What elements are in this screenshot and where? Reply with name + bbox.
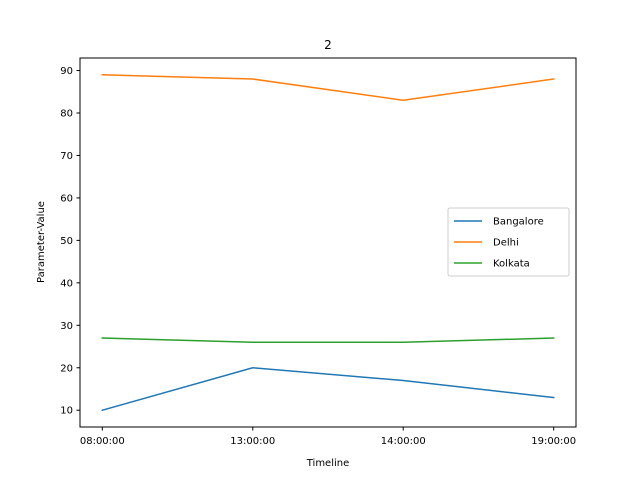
y-tick-label: 30	[60, 321, 73, 332]
x-tick-label: 13:00:00	[230, 436, 275, 447]
series-line-bangalore	[101, 367, 555, 412]
y-tick-label: 80	[60, 108, 73, 119]
y-axis-label: Parameter-Value	[36, 201, 47, 283]
x-axis-label: Timeline	[306, 458, 350, 469]
y-tick-label: 70	[60, 151, 73, 162]
series-line-delhi	[101, 73, 555, 101]
series-line-kolkata	[101, 337, 555, 344]
chart-title: 2	[324, 38, 332, 52]
y-tick-label: 10	[60, 406, 73, 417]
legend-label-kolkata: Kolkata	[493, 259, 530, 270]
y-tick-label: 50	[60, 236, 73, 247]
x-tick-label: 14:00:00	[381, 436, 426, 447]
x-axis: 08:00:00 13:00:00 14:00:00 19:00:00	[80, 427, 576, 447]
legend: Bangalore Delhi Kolkata	[447, 207, 570, 277]
x-tick-label: 19:00:00	[531, 436, 576, 447]
plot-area: 10 20 30 40 50 60 70 80 90 08:00:00 13:00:00 14:00…	[60, 57, 577, 447]
y-tick-label: 90	[60, 66, 73, 77]
plot-frame	[79, 57, 577, 428]
y-axis: 10 20 30 40 50 60 70 80 90	[60, 66, 80, 417]
y-tick-label: 20	[60, 363, 73, 374]
legend-entries: Bangalore Delhi Kolkata	[454, 217, 544, 270]
legend-label-delhi: Delhi	[493, 238, 519, 249]
x-tick-label: 08:00:00	[80, 436, 125, 447]
legend-box	[447, 207, 570, 277]
y-tick-label: 40	[60, 278, 73, 289]
legend-label-bangalore: Bangalore	[493, 217, 544, 228]
y-tick-label: 60	[60, 193, 73, 204]
series-lines	[101, 73, 555, 412]
